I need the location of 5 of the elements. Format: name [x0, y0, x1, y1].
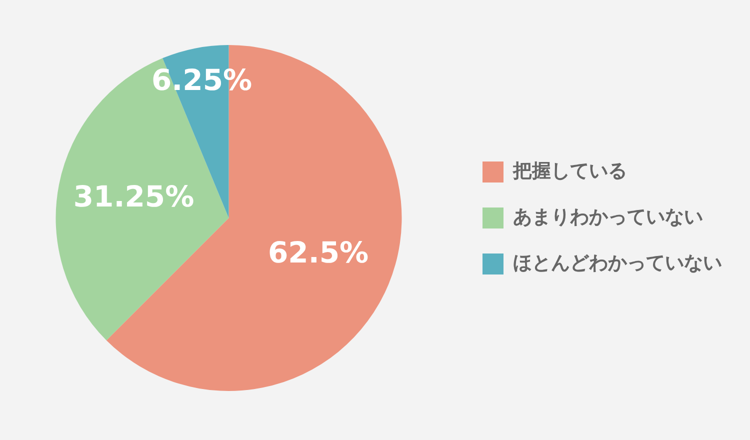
data-label: 31.25%: [73, 180, 194, 214]
legend-label: あまりわかっていない: [513, 206, 703, 228]
legend-label: ほとんどわかっていない: [513, 252, 722, 274]
legend-label: 把握している: [512, 160, 627, 182]
data-label: 62.5%: [268, 236, 369, 270]
